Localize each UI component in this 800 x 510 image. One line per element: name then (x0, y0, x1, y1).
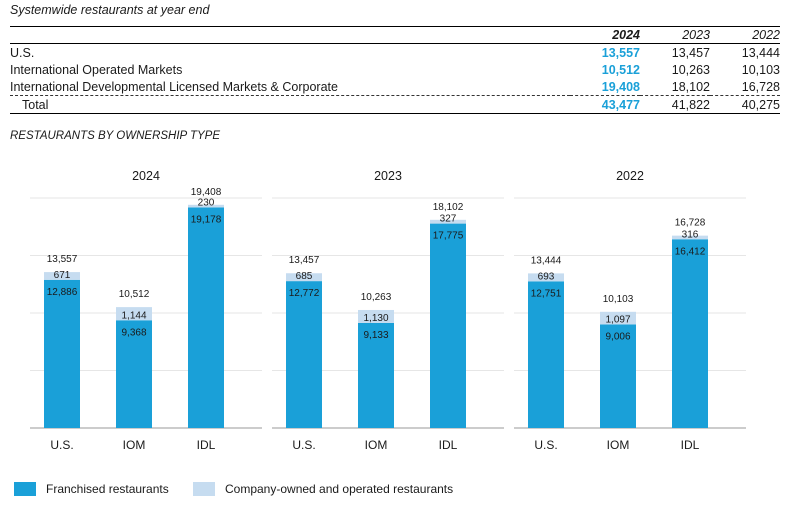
x-tick-label: U.S. (534, 438, 557, 452)
bar-franchised (528, 281, 564, 428)
bar-company (188, 204, 224, 208)
cell-value: 13,457 (671, 45, 710, 60)
cell-value: 10,263 (671, 62, 710, 77)
data-label-franchised: 17,775 (433, 231, 464, 242)
legend-item-franchised: Franchised restaurants (14, 482, 169, 496)
cell-value: 19,408 (570, 78, 640, 96)
x-tick-label: U.S. (292, 438, 315, 452)
data-label-company: 685 (296, 271, 313, 282)
data-label-franchised: 9,368 (121, 327, 146, 338)
panel-title: 2023 (374, 169, 402, 183)
row-label: U.S. (10, 45, 35, 60)
row-label: International Developmental Licensed Mar… (10, 78, 570, 96)
data-label-total: 10,512 (119, 289, 150, 300)
header-year-2023: 2023 (640, 26, 710, 44)
cell-value: 43,477 (570, 95, 640, 114)
restaurants-table: 2024 2023 2022 U.S. 13,557 13,457 13,444… (10, 26, 780, 114)
table-row: International Operated Markets 10,512 10… (10, 61, 780, 78)
row-label: International Operated Markets (10, 62, 183, 77)
cell-value: 16,728 (710, 78, 780, 96)
bar-franchised (600, 324, 636, 428)
cell-value: 41,822 (640, 95, 710, 114)
data-label-company: 230 (198, 197, 215, 208)
data-label-company: 1,097 (605, 314, 630, 325)
data-label-franchised: 16,412 (675, 246, 706, 257)
x-tick-label: IOM (123, 438, 146, 452)
table-header-row: 2024 2023 2022 (10, 26, 780, 44)
table-row: U.S. 13,557 13,457 13,444 (10, 44, 780, 62)
bar-company (44, 272, 80, 280)
legend-swatch-franchised (14, 482, 36, 496)
panel-title: 2024 (132, 169, 160, 183)
ownership-chart: 2024 12,886 671 13,557 U.S. 9,368 1,144 10,512 I… (30, 169, 746, 452)
bar-franchised (672, 239, 708, 428)
bar-company (672, 235, 708, 240)
data-label-total: 18,102 (433, 202, 464, 213)
bar-company (430, 219, 466, 224)
bar-company (286, 273, 322, 282)
row-label: Total (10, 95, 570, 114)
x-tick-label: IOM (607, 438, 630, 452)
cell-value: 10,512 (601, 62, 640, 77)
table-total-row: Total 43,477 41,822 40,275 (10, 95, 780, 114)
cell-value: 40,275 (710, 95, 780, 114)
data-label-franchised: 9,006 (605, 331, 630, 342)
legend-item-company: Company-owned and operated restaurants (193, 482, 453, 496)
data-label-total: 10,103 (603, 294, 634, 305)
table-row: International Developmental Licensed Mar… (10, 78, 780, 96)
data-label-franchised: 9,133 (363, 330, 388, 341)
header-year-2024: 2024 (570, 26, 640, 44)
cell-value: 13,557 (601, 45, 640, 60)
data-label-company: 693 (538, 271, 555, 282)
header-year-2022: 2022 (710, 26, 780, 44)
data-label-total: 10,263 (361, 292, 392, 303)
data-label-total: 13,444 (531, 255, 562, 266)
x-tick-label: IDL (439, 438, 458, 452)
data-label-franchised: 12,772 (289, 288, 320, 299)
data-label-franchised: 19,178 (191, 214, 222, 225)
x-tick-label: IDL (681, 438, 700, 452)
x-tick-label: IOM (365, 438, 388, 452)
bar-franchised (188, 207, 224, 428)
bar-franchised (358, 322, 394, 428)
cell-value: 10,103 (741, 62, 780, 77)
legend-label-franchised: Franchised restaurants (46, 482, 169, 496)
table-caption: Systemwide restaurants at year end (10, 3, 210, 17)
cell-value: 18,102 (640, 78, 710, 96)
data-label-company: 316 (682, 229, 699, 240)
bar-franchised (286, 281, 322, 428)
data-label-company: 1,130 (363, 313, 388, 324)
data-label-total: 13,557 (47, 254, 78, 265)
bar-franchised (430, 223, 466, 428)
bar-company (116, 307, 152, 321)
bar-company (600, 311, 636, 325)
bar-franchised (116, 320, 152, 428)
legend-swatch-company (193, 482, 215, 496)
bar-company (358, 309, 394, 323)
data-label-franchised: 12,751 (531, 288, 562, 299)
x-tick-label: U.S. (50, 438, 73, 452)
data-label-franchised: 12,886 (47, 287, 78, 298)
data-label-company: 327 (440, 214, 457, 225)
bar-company (528, 273, 564, 282)
panel-title: 2022 (616, 169, 644, 183)
data-label-company: 1,144 (121, 310, 146, 321)
data-label-total: 16,728 (675, 218, 706, 229)
data-label-total: 13,457 (289, 255, 320, 266)
x-tick-label: IDL (197, 438, 216, 452)
cell-value: 13,444 (741, 45, 780, 60)
chart-title: RESTAURANTS BY OWNERSHIP TYPE (10, 130, 221, 142)
data-label-total: 19,408 (191, 187, 222, 198)
bar-franchised (44, 279, 80, 428)
header-blank (10, 26, 570, 44)
legend-label-company: Company-owned and operated restaurants (225, 482, 454, 496)
data-label-company: 671 (54, 270, 71, 281)
